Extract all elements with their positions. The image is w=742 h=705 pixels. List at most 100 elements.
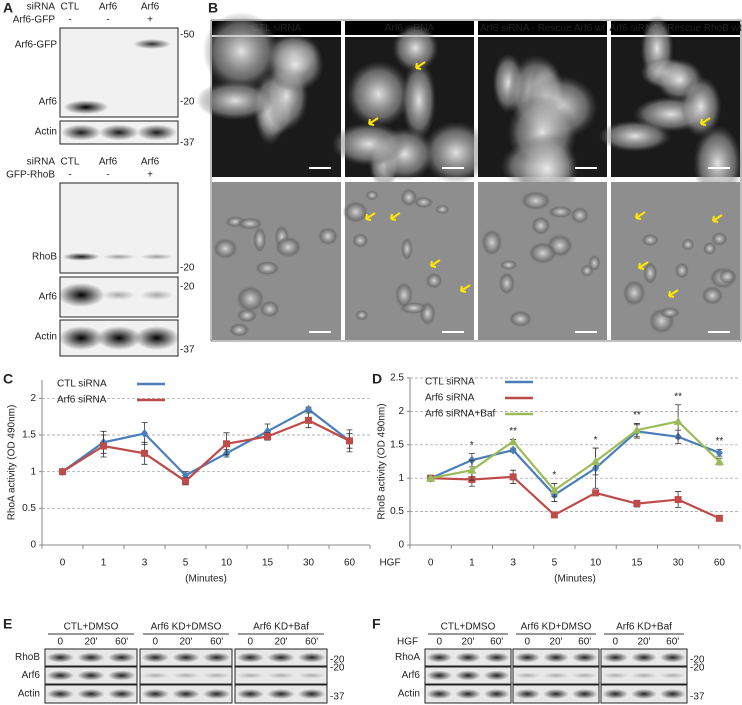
cell [598, 120, 672, 152]
blot-image [234, 666, 328, 685]
blot-band [136, 124, 177, 141]
blot-band [202, 689, 231, 699]
blot-band [46, 670, 75, 681]
blot-band [571, 689, 598, 699]
data-point [141, 449, 148, 457]
data-point [592, 489, 600, 497]
time-value: 0 [525, 637, 531, 648]
cell [254, 260, 281, 276]
legend-label: Arf6 siRNA [425, 393, 475, 404]
blot-image [234, 648, 328, 667]
x-tick-label: 5 [183, 558, 189, 569]
size-marker: -50 [180, 30, 195, 41]
blot-band [267, 672, 295, 679]
blot-image [44, 684, 138, 704]
y-axis-label: RhoA activity (OD 490nm) [7, 405, 18, 521]
blot-band [58, 326, 104, 350]
blot-band [140, 290, 174, 300]
panel-letter: F [372, 616, 381, 632]
arrow [712, 214, 723, 223]
cell [659, 306, 681, 319]
panel-letter: C [3, 371, 13, 387]
time-value: 20' [84, 637, 97, 648]
blot-band [140, 253, 174, 260]
blot-band [96, 326, 142, 350]
group-label: Arf6 KD+DMSO [151, 622, 222, 633]
cell [365, 190, 379, 201]
data-point [508, 436, 518, 445]
cell [702, 241, 717, 256]
cell [392, 24, 439, 72]
blot-band [602, 689, 629, 699]
blot-image [44, 666, 138, 685]
cell [196, 80, 275, 121]
blot-label: Actin [35, 127, 57, 138]
data-point [509, 445, 517, 455]
data-point [264, 432, 271, 440]
blot-band [133, 39, 171, 50]
cell [530, 216, 551, 236]
data-point [346, 437, 353, 445]
x-tick-label: 3 [142, 558, 148, 569]
column-title: Arf6 siRNA - Rescue RhoB wt [609, 23, 741, 34]
y-tick-label: 1 [398, 473, 404, 484]
cell [680, 75, 722, 138]
data-point [305, 416, 312, 424]
blot-band [236, 672, 265, 679]
significance-mark: * [594, 435, 598, 446]
significance-mark: ** [509, 426, 517, 437]
x-tick-label: 5 [552, 558, 558, 569]
cell [481, 228, 503, 257]
condition-value: CTL [61, 2, 80, 13]
x-tick-label: 60 [714, 558, 726, 569]
x-tick-label: 15 [631, 558, 643, 569]
blot-band [77, 652, 105, 663]
y-tick-label: 0 [398, 540, 404, 551]
time-value: 60' [578, 637, 591, 648]
time-value: 60' [305, 637, 318, 648]
time-value: 60' [490, 637, 503, 648]
time-value: 60' [666, 637, 679, 648]
blot-band [202, 652, 231, 663]
condition-label: Arf6-GFP [13, 15, 56, 26]
significance-mark: * [470, 440, 474, 451]
blot-band [172, 689, 200, 699]
blot-image [139, 666, 233, 685]
blot-band [631, 652, 657, 663]
size-marker: -20 [180, 97, 195, 108]
series-line [61, 419, 350, 483]
blot-image [59, 182, 179, 274]
blot-band [63, 100, 109, 115]
x-axis-label: (Minutes) [185, 574, 227, 585]
size-marker: -37 [180, 138, 195, 149]
time-value: 0 [153, 637, 159, 648]
blot-band [631, 689, 657, 699]
blot-image [234, 684, 328, 704]
blot-band [297, 689, 326, 699]
blot-band [172, 652, 200, 663]
blot-image [424, 666, 512, 685]
condition-value: + [147, 15, 153, 26]
cell [235, 285, 266, 313]
blot-band [134, 326, 180, 350]
size-marker: -20 [690, 663, 705, 674]
data-point [305, 404, 312, 414]
y-tick-label: 0.5 [22, 503, 36, 514]
blot-label: Actin [18, 689, 40, 700]
arrow [700, 117, 711, 126]
size-marker: -20 [330, 655, 345, 666]
time-value: 60' [115, 637, 128, 648]
data-point [632, 425, 642, 434]
group-label: Arf6 KD+DMSO [521, 622, 592, 633]
x-tick-label: 30 [303, 558, 315, 569]
size-marker: -20 [180, 282, 195, 293]
condition-value: CTL [61, 157, 80, 168]
blot-band [98, 124, 140, 141]
blot-band [631, 672, 657, 679]
blot-band [297, 652, 326, 663]
arrow [430, 259, 441, 268]
y-tick-label: 2 [30, 393, 36, 404]
blot-band [46, 652, 75, 663]
x-axis-label: (Minutes) [554, 574, 596, 585]
condition-label: siRNA [27, 2, 56, 13]
